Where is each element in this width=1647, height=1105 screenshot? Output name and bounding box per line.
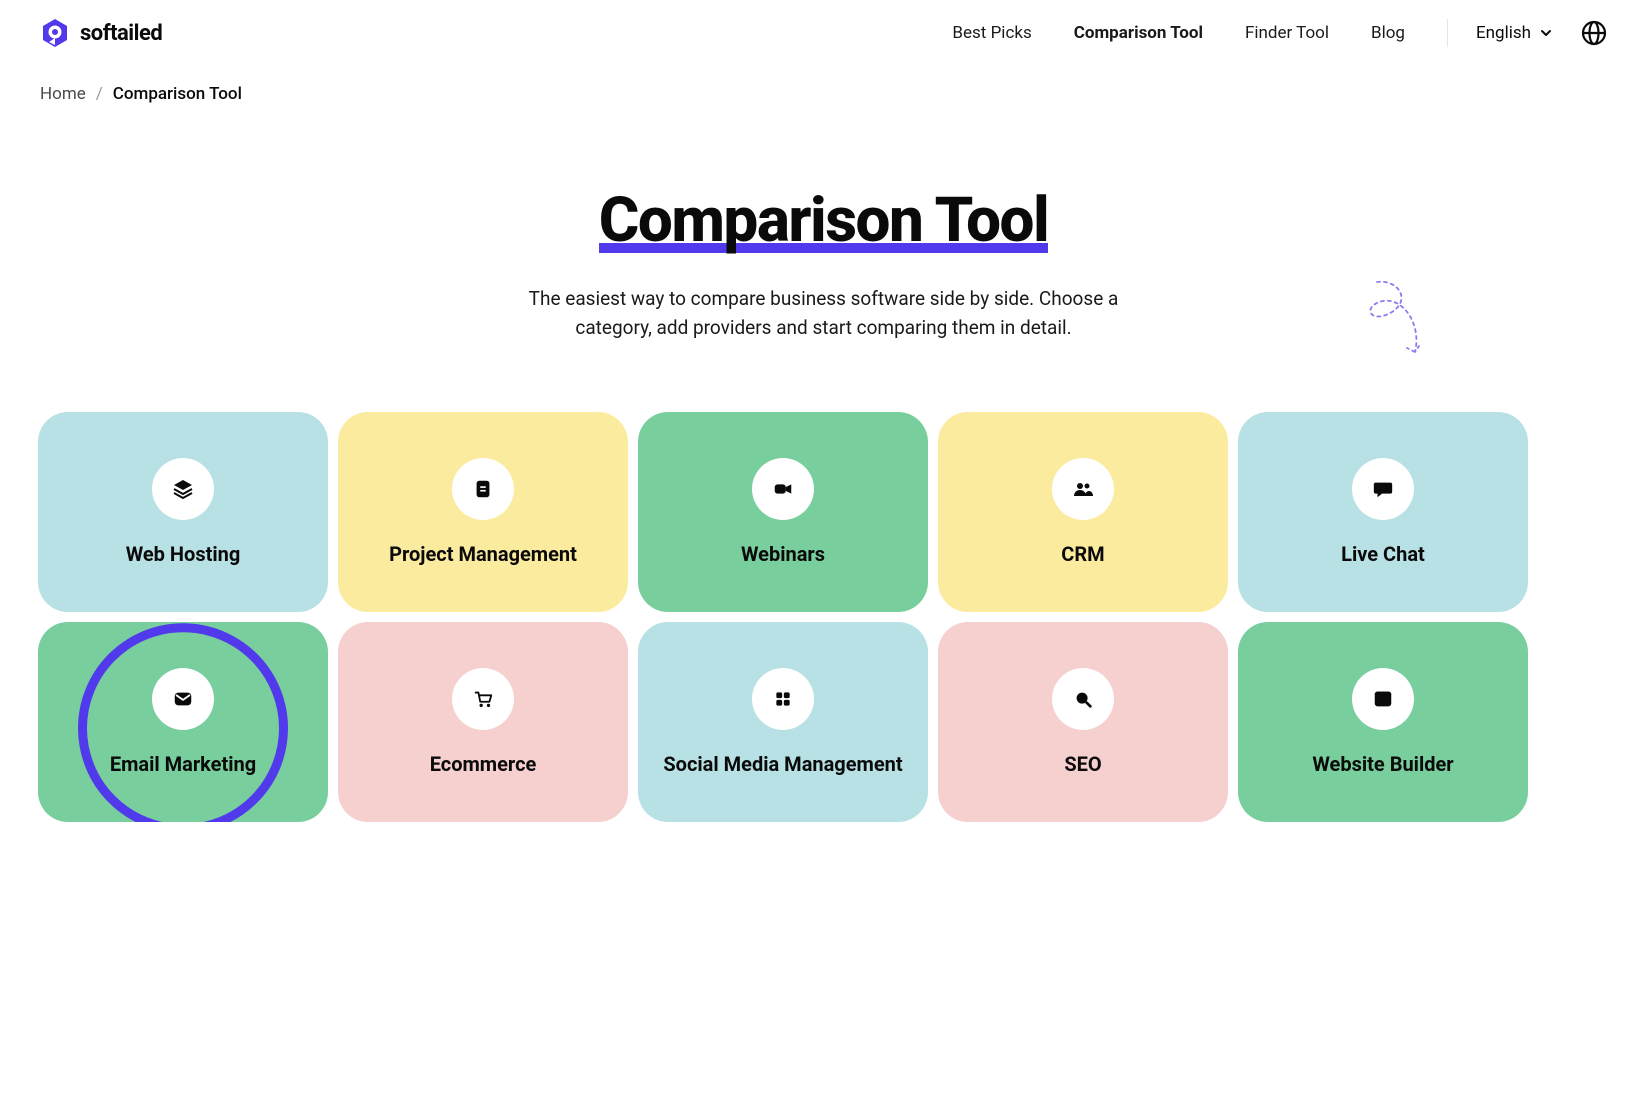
category-label: Web Hosting xyxy=(126,542,241,566)
hero: Comparison Tool The easiest way to compa… xyxy=(0,114,1647,382)
users-icon xyxy=(1052,458,1114,520)
layers-icon xyxy=(152,458,214,520)
logo[interactable]: softailed xyxy=(40,18,162,48)
category-label: Live Chat xyxy=(1341,542,1425,566)
page-subtitle: The easiest way to compare business soft… xyxy=(504,285,1144,342)
category-label: Ecommerce xyxy=(430,752,537,776)
language-label: English xyxy=(1476,23,1531,43)
language-select[interactable]: English xyxy=(1476,23,1553,43)
cart-icon xyxy=(452,668,514,730)
category-card[interactable]: Ecommerce xyxy=(338,622,628,822)
category-card[interactable]: Project Management xyxy=(338,412,628,612)
nav-comparison-tool[interactable]: Comparison Tool xyxy=(1074,23,1203,43)
category-label: Webinars xyxy=(741,542,825,566)
category-card[interactable]: CRM xyxy=(938,412,1228,612)
nav-finder-tool[interactable]: Finder Tool xyxy=(1245,23,1329,43)
category-grid-wrap: Web Hosting Project Management Webinars CRM… xyxy=(0,382,1647,822)
category-card[interactable]: SEO xyxy=(938,622,1228,822)
brand-name: softailed xyxy=(80,21,162,46)
nav-blog[interactable]: Blog xyxy=(1371,23,1405,43)
squiggle-icon xyxy=(1357,274,1447,374)
category-label: Project Management xyxy=(389,542,577,566)
video-icon xyxy=(752,458,814,520)
category-label: SEO xyxy=(1064,752,1101,776)
mail-icon xyxy=(152,668,214,730)
page-title: Comparison Tool xyxy=(599,184,1048,257)
grid-icon xyxy=(752,668,814,730)
nav-best-picks[interactable]: Best Picks xyxy=(952,23,1031,43)
category-label: Email Marketing xyxy=(110,752,256,776)
breadcrumb-sep: / xyxy=(96,84,103,104)
category-card[interactable]: Website Builder xyxy=(1238,622,1528,822)
category-card[interactable]: Email Marketing xyxy=(38,622,328,822)
logo-icon xyxy=(40,18,70,48)
category-label: Website Builder xyxy=(1312,752,1453,776)
category-label: Social Media Management xyxy=(663,752,902,776)
chevron-down-icon xyxy=(1539,26,1553,40)
category-card[interactable]: Webinars xyxy=(638,412,928,612)
category-card[interactable]: Web Hosting xyxy=(38,412,328,612)
category-card[interactable]: Live Chat xyxy=(1238,412,1528,612)
nav-right: English xyxy=(1447,19,1607,47)
category-card[interactable]: Social Media Management xyxy=(638,622,928,822)
window-icon xyxy=(1352,668,1414,730)
nav-divider xyxy=(1447,19,1448,47)
category-grid: Web Hosting Project Management Webinars CRM… xyxy=(38,412,1647,822)
search-icon xyxy=(1052,668,1114,730)
header: softailed Best Picks Comparison Tool Fin… xyxy=(0,0,1647,66)
main-nav: Best Picks Comparison Tool Finder Tool B… xyxy=(952,19,1607,47)
category-label: CRM xyxy=(1061,542,1104,566)
file-icon xyxy=(452,458,514,520)
breadcrumb-home[interactable]: Home xyxy=(40,84,86,104)
breadcrumb-current: Comparison Tool xyxy=(113,84,242,104)
breadcrumb: Home / Comparison Tool xyxy=(0,66,1647,114)
chat-icon xyxy=(1352,458,1414,520)
globe-icon[interactable] xyxy=(1581,20,1607,46)
